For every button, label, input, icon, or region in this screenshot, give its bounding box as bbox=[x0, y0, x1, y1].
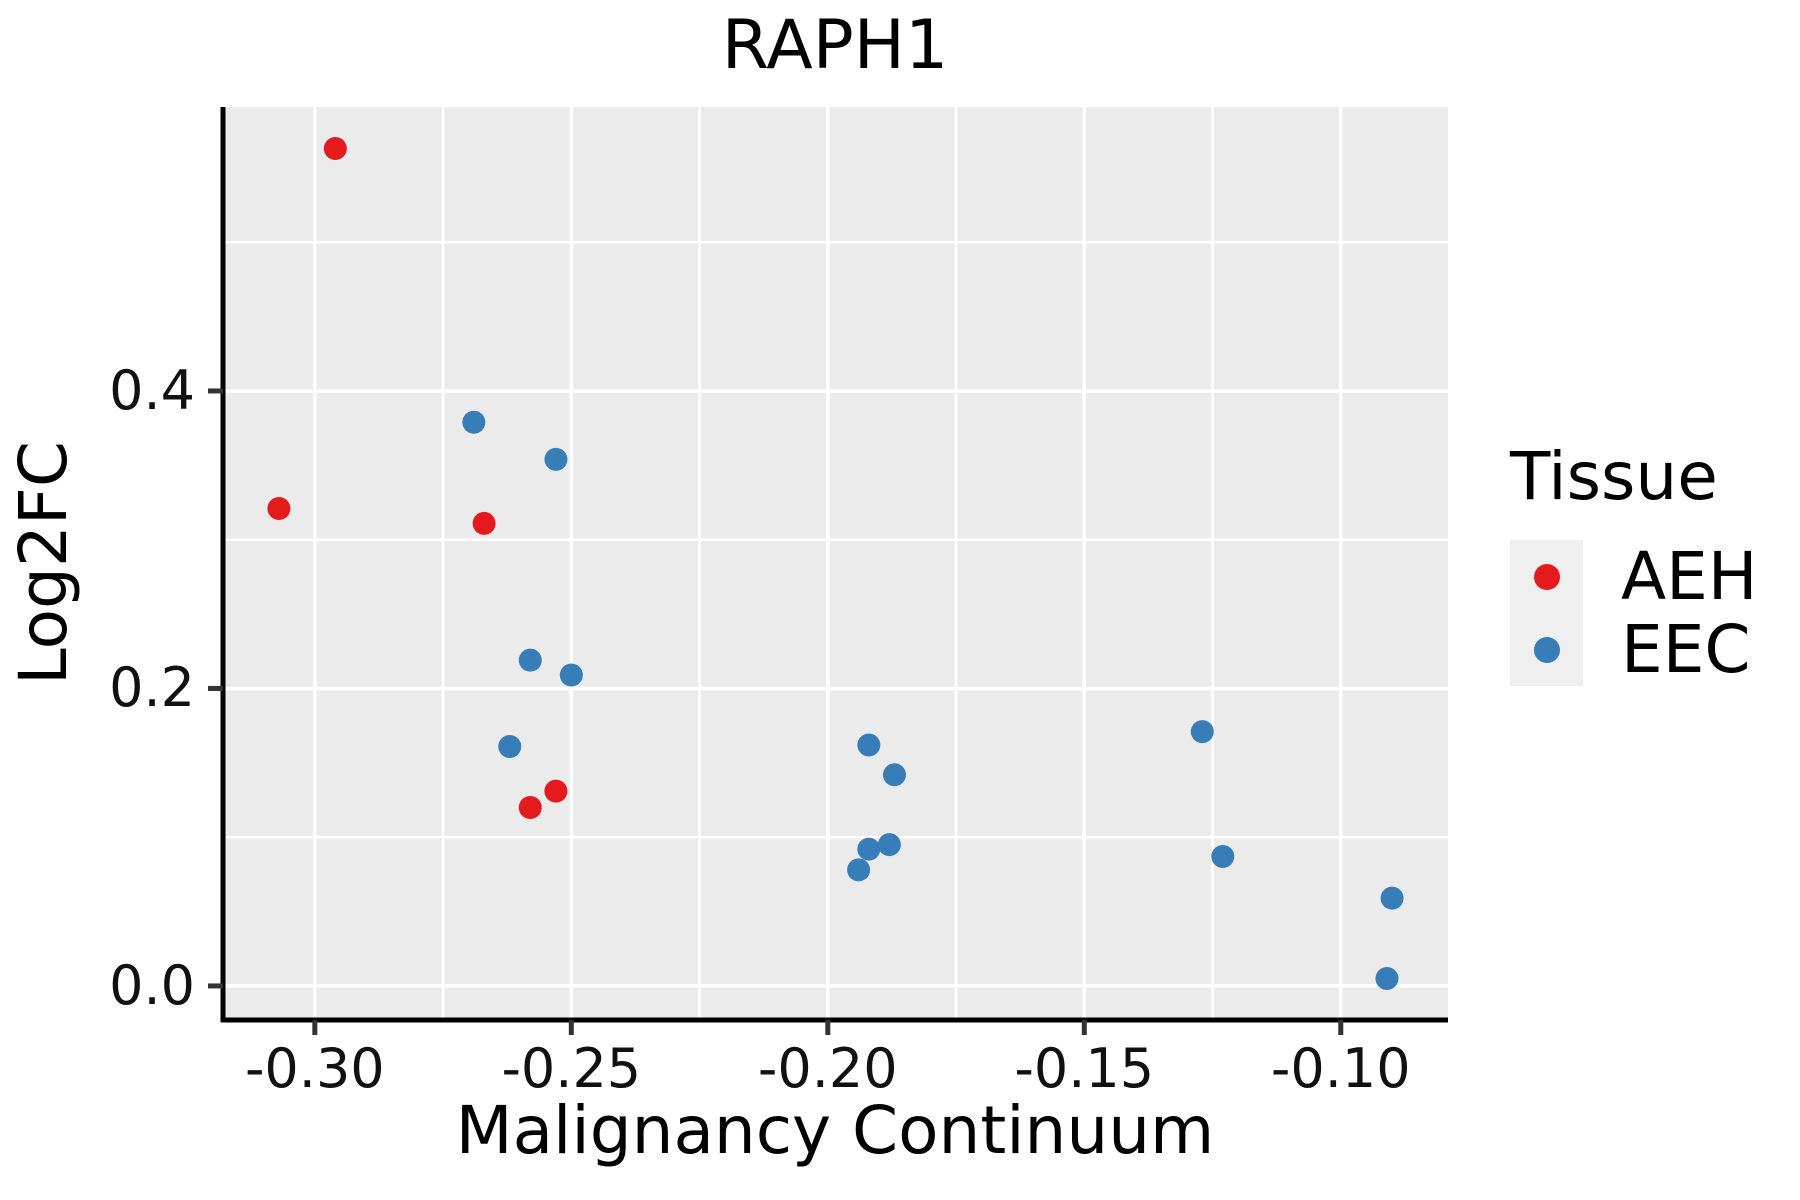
data-point-aeh bbox=[518, 795, 542, 819]
chart-title: RAPH1 bbox=[721, 6, 949, 85]
x-tick-label: -0.10 bbox=[1270, 1037, 1411, 1100]
legend-entry-aeh: AEH bbox=[1510, 540, 1757, 613]
data-point-eec bbox=[498, 734, 522, 758]
data-point-eec bbox=[559, 663, 583, 687]
data-point-eec bbox=[877, 833, 901, 857]
y-tick-label: 0.0 bbox=[109, 953, 195, 1017]
data-point-eec bbox=[1380, 886, 1404, 910]
data-point-eec bbox=[847, 858, 871, 882]
legend-key-box bbox=[1510, 613, 1583, 686]
y-axis-title: Log2FC bbox=[5, 441, 82, 685]
x-tick-label: -0.25 bbox=[501, 1037, 642, 1100]
x-axis-title: Malignancy Continuum bbox=[455, 1092, 1215, 1169]
data-point-eec bbox=[1190, 720, 1214, 744]
legend-key-box bbox=[1510, 540, 1583, 613]
legend-entry-eec: EEC bbox=[1510, 613, 1751, 686]
x-tick-label: -0.20 bbox=[757, 1037, 898, 1100]
data-point-eec bbox=[1375, 967, 1399, 990]
x-tick-label: -0.30 bbox=[244, 1037, 385, 1100]
data-point-eec bbox=[544, 447, 568, 471]
data-point-aeh bbox=[472, 511, 496, 535]
data-point-eec bbox=[1211, 845, 1235, 869]
x-tick-label: -0.15 bbox=[1014, 1037, 1155, 1100]
data-point-eec bbox=[857, 733, 881, 757]
data-point-eec bbox=[518, 648, 542, 672]
legend: Tissue AEH EEC bbox=[1510, 438, 1800, 686]
legend-label-aeh: AEH bbox=[1621, 537, 1758, 615]
data-point-eec bbox=[462, 410, 486, 434]
y-tick-label: 0.4 bbox=[109, 358, 195, 422]
data-point-eec bbox=[882, 763, 906, 787]
data-point-aeh bbox=[544, 779, 568, 803]
legend-title: Tissue bbox=[1510, 438, 1718, 515]
aeh-dot-icon bbox=[1533, 563, 1560, 590]
legend-label-eec: EEC bbox=[1621, 610, 1751, 688]
data-point-aeh bbox=[267, 496, 291, 520]
data-point-eec bbox=[857, 837, 881, 861]
data-point-aeh bbox=[323, 137, 347, 160]
y-tick-label: 0.2 bbox=[109, 656, 195, 720]
eec-dot-icon bbox=[1533, 636, 1560, 663]
panel-background bbox=[223, 107, 1448, 1020]
